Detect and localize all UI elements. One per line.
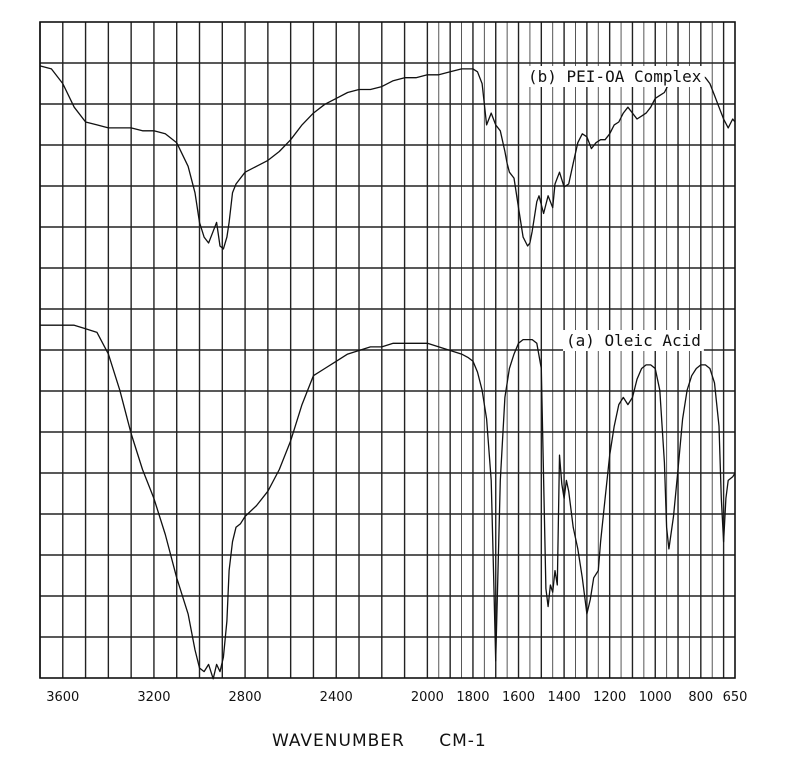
x-tick-label-1: 3200 <box>137 690 170 705</box>
x-tick-label-10: 800 <box>688 690 713 705</box>
series-traces <box>39 65 736 680</box>
x-tick-label-4: 2000 <box>411 690 444 705</box>
x-axis-label: WAVENUMBER <box>272 731 405 751</box>
x-tick-label-0: 3600 <box>46 690 79 705</box>
x-tick-label-3: 2400 <box>320 690 353 705</box>
series-name-0: (b) PEI-OA Complex <box>528 67 702 86</box>
x-tick-label-7: 1400 <box>548 690 581 705</box>
series-line-1 <box>40 324 736 680</box>
plot-frame <box>39 21 736 679</box>
x-tick-label-6: 1600 <box>502 690 535 705</box>
x-axis-title: WAVENUMBER CM-1 <box>272 731 487 751</box>
series-name-1: (a) Oleic Acid <box>566 331 701 350</box>
x-tick-labels: 3600 3200 2800 2400 2000 1800 1600 1400 1200 1000… <box>46 690 747 705</box>
x-tick-label-5: 1800 <box>456 690 489 705</box>
x-tick-label-11: 650 <box>723 690 748 705</box>
x-axis-unit: CM-1 <box>439 731 487 751</box>
series-name-bg-1 <box>563 330 704 351</box>
x-tick-label-9: 1000 <box>639 690 672 705</box>
series-name-bg-0 <box>525 66 705 87</box>
series-line-0 <box>39 65 736 250</box>
x-tick-label-8: 1200 <box>593 690 626 705</box>
x-tick-label-2: 2800 <box>229 690 262 705</box>
series-labels: (b) PEI-OA Complex (a) Oleic Acid <box>525 66 705 351</box>
